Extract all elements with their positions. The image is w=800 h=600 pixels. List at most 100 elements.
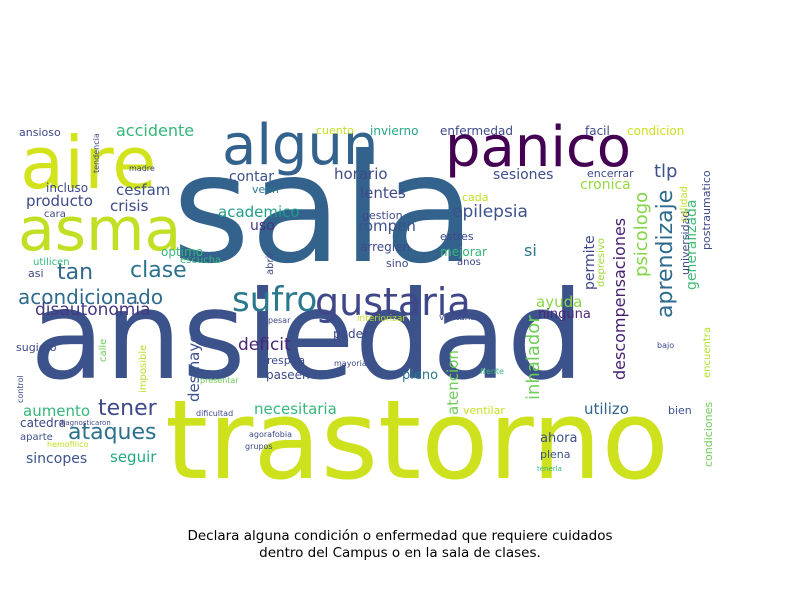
word-arreglen: arreglen xyxy=(360,240,411,254)
word-acondicionado: acondicionado xyxy=(18,285,164,309)
word-encuentra: encuentra xyxy=(702,327,713,378)
caption-line-2: dentro del Campus o en la sala de clases… xyxy=(259,545,541,561)
word-bien: bien xyxy=(668,404,692,417)
word-si: si xyxy=(524,241,537,260)
word-tan: tan xyxy=(57,260,94,285)
word-cara: cara xyxy=(44,209,66,220)
word-accidente: accidente xyxy=(116,121,195,140)
word-asi: asi xyxy=(28,267,44,280)
word-dificultad: dificultad xyxy=(196,409,234,418)
word-madre: madre xyxy=(129,164,155,173)
word-optimo: optimo xyxy=(161,245,204,259)
word-diagnosticaron: diagnosticaron xyxy=(59,419,111,427)
word-sesiones: sesiones xyxy=(493,167,554,183)
word-aire: aire xyxy=(20,121,157,205)
word-vean: vean xyxy=(252,183,279,196)
word-control: control xyxy=(16,375,25,403)
word-ansioso: ansioso xyxy=(19,126,61,139)
word-imposible: imposible xyxy=(138,344,149,393)
word-sino: sino xyxy=(386,257,409,270)
word-catedra: catedra xyxy=(20,416,66,430)
word-abrir: abrir xyxy=(265,251,276,275)
word-inhalador: inhalador xyxy=(523,315,544,400)
word-enfermedad: enfermedad xyxy=(440,124,513,138)
word-invierno: invierno xyxy=(370,124,419,138)
word-sala: sala xyxy=(172,123,476,297)
word-postraumatico: postraumatico xyxy=(700,170,713,250)
word-ventanas: ventanas xyxy=(439,313,481,323)
word-presentar: presentar xyxy=(200,376,239,385)
word-epilepsia: epilepsia xyxy=(452,202,528,222)
word-crisis: crisis xyxy=(110,197,149,215)
word-tlp: tlp xyxy=(654,161,678,182)
word-utilicen: utilicen xyxy=(33,257,70,268)
word-escucha: escucha xyxy=(180,255,222,266)
word-hemofilico: hemofilico xyxy=(47,440,89,449)
word-cronica: cronica xyxy=(580,177,631,193)
word-pesar: pesar xyxy=(268,316,291,325)
word-poder: poder xyxy=(333,327,368,341)
word-algun: algun xyxy=(222,113,379,178)
word-frente: frente xyxy=(480,367,504,376)
word-aumento: aumento xyxy=(23,402,91,420)
word-cesfam: cesfam xyxy=(116,181,171,199)
word-grupos: grupos xyxy=(245,442,273,451)
figure-caption: Declara alguna condición o enfermedad qu… xyxy=(100,528,700,562)
word-incluso: incluso xyxy=(46,181,89,195)
word-ninguna: ninguna xyxy=(538,307,591,322)
word-ahora: ahora xyxy=(540,431,578,446)
word-gustaria: gustaria xyxy=(315,280,471,324)
word-mejorar: mejorar xyxy=(440,245,487,259)
word-deficit: deficit xyxy=(238,335,291,355)
word-pleno: pleno xyxy=(402,368,439,383)
word-clase: clase xyxy=(130,258,187,283)
word-respira: respira xyxy=(267,354,306,367)
word-interiorizar: interiorizar xyxy=(357,314,407,324)
word-depresivo: depresivo xyxy=(596,238,607,287)
word-ayuda: ayuda xyxy=(536,293,583,311)
word-bajo: bajo xyxy=(657,341,675,350)
word-sincopes: sincopes xyxy=(26,451,88,467)
word-permite: permite xyxy=(582,235,598,290)
word-condiciones: condiciones xyxy=(702,401,715,467)
word-ansiedad: ansiedad xyxy=(30,265,585,407)
word-condicion: condicion xyxy=(627,124,685,138)
word-estres: estres xyxy=(440,230,474,243)
word-seguir: seguir xyxy=(110,448,157,466)
word-agorafobia: agorafobia xyxy=(249,430,292,439)
word-necesitaria: necesitaria xyxy=(254,400,337,418)
word-gestion: gestion xyxy=(362,209,403,222)
word-tener: tener xyxy=(98,396,157,421)
word-ventilar: ventilar xyxy=(463,404,505,417)
word-descompensaciones: descompensaciones xyxy=(610,217,629,380)
word-desmayos: desmayos xyxy=(185,325,203,402)
word-calidad: calidad xyxy=(679,185,690,222)
word-cada: cada xyxy=(462,191,489,204)
word-rompen: rompen xyxy=(358,217,416,235)
word-psicologo: psicologo xyxy=(631,191,652,277)
word-encerrar: encerrar xyxy=(587,167,634,180)
word-panico: panico xyxy=(445,115,631,180)
word-plena: plena xyxy=(540,448,571,461)
word-contar: contar xyxy=(229,169,274,185)
word-utilizo: utilizo xyxy=(584,400,629,418)
word-academico: academico xyxy=(218,203,300,221)
word-tendencia: tendencia xyxy=(92,133,101,173)
word-horario: horario xyxy=(334,165,388,183)
word-sugiero: sugiero xyxy=(16,341,57,354)
word-disautonomia: disautonomia xyxy=(35,300,151,320)
word-mayoria: mayoria xyxy=(334,359,367,368)
word-aparte: aparte xyxy=(20,432,53,443)
word-atencion: atencion xyxy=(444,350,462,415)
word-cuento: cuento xyxy=(316,124,354,137)
word-producto: producto xyxy=(26,192,93,210)
caption-line-1: Declara alguna condición o enfermedad qu… xyxy=(187,528,613,544)
word-trastorno: trastorno xyxy=(165,376,669,504)
word-ataques: ataques xyxy=(68,420,157,445)
word-tenerla: tenerla xyxy=(537,465,562,473)
word-anos: anos xyxy=(457,257,481,268)
word-paseen: paseen xyxy=(266,368,310,382)
word-calle: calle xyxy=(98,338,109,362)
word-facil: facil xyxy=(585,124,610,138)
